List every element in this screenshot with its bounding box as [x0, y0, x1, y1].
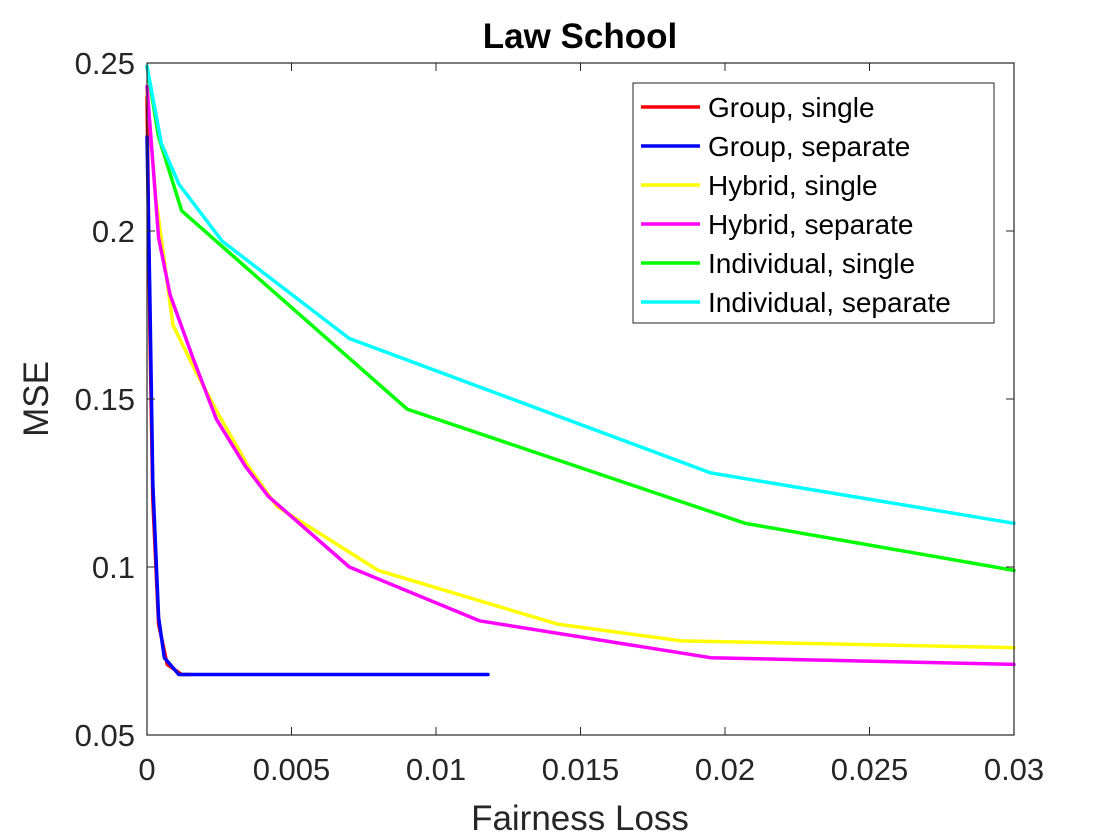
x-tick-label: 0.015: [542, 752, 620, 787]
x-tick-label: 0: [138, 752, 155, 787]
legend-label-2: Group, separate: [708, 131, 910, 162]
chart-title: Law School: [483, 17, 677, 56]
legend-label-1: Group, single: [708, 92, 875, 123]
legend-box: [632, 82, 995, 324]
y-tick-label: 0.1: [92, 550, 135, 585]
x-axis-label: Fairness Loss: [471, 799, 689, 838]
y-tick-label: 0.15: [75, 382, 135, 417]
legend-label-5: Individual, single: [708, 248, 915, 279]
y-tick-label: 0.2: [92, 214, 135, 249]
legend-label-4: Hybrid, separate: [708, 209, 913, 240]
x-tick-label: 0.01: [406, 752, 466, 787]
series-layer: [145, 64, 1016, 677]
series-line-6: [145, 64, 1016, 526]
y-axis-label: MSE: [17, 361, 56, 437]
x-tick-label: 0.03: [984, 752, 1044, 787]
x-tick-label: 0.005: [253, 752, 331, 787]
y-tick-label: 0.25: [75, 46, 135, 81]
legend-label-3: Hybrid, single: [708, 170, 878, 201]
plot-area-frame: [146, 62, 1015, 736]
legend: Group, single Group, separate Hybrid, sing…: [632, 82, 995, 324]
series-line-4: [145, 84, 1016, 667]
series-line-2: [145, 135, 490, 677]
x-tick-label: 0.025: [831, 752, 909, 787]
tick-layer: 0 0.005 0.01 0.015 0.02 0.025 0.03 0.05 0.1 0.15 0…: [75, 46, 1045, 787]
y-tick-label: 0.05: [75, 718, 135, 753]
x-tick-label: 0.02: [695, 752, 755, 787]
legend-label-6: Individual, separate: [708, 287, 951, 318]
